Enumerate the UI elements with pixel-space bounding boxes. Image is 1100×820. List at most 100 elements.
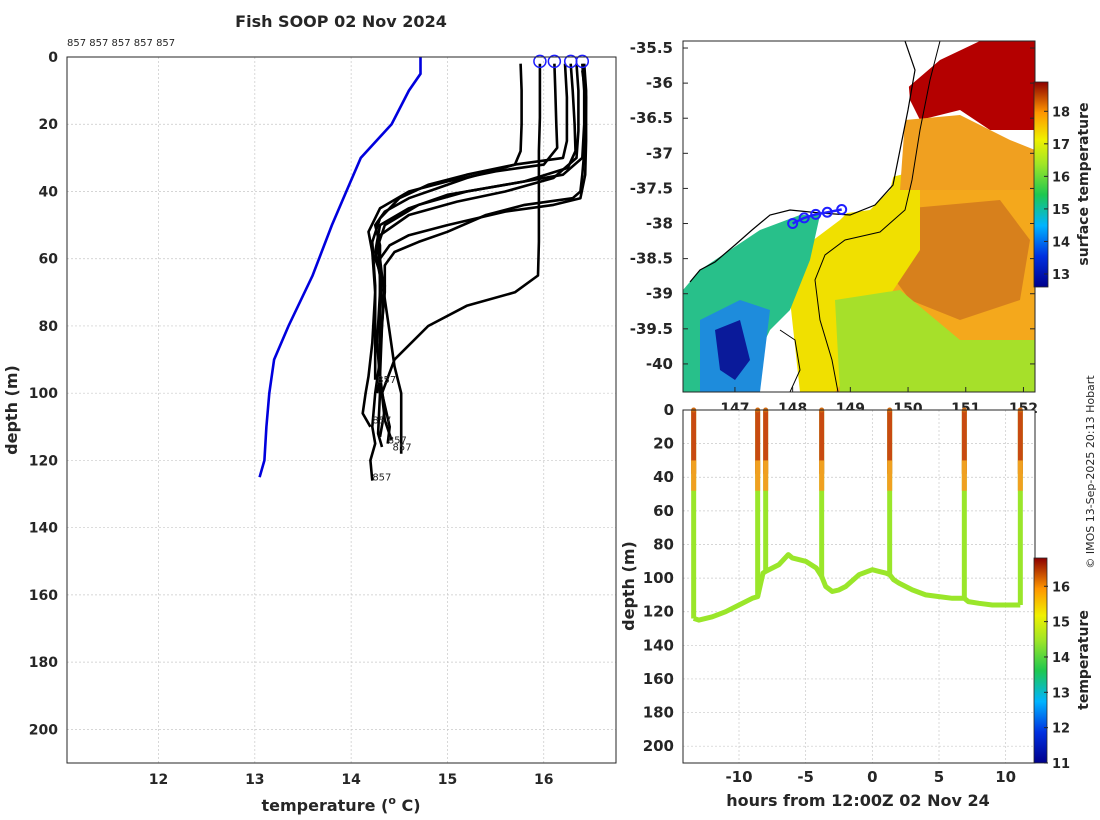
timeseries-panel: -10 -5 0 5 10 0 20 40 60 80 100 120 140 160 180 200 ho… xyxy=(619,401,1092,810)
surface-marker xyxy=(575,54,590,69)
profile-x-tick-label: 16 xyxy=(534,772,553,788)
timeseries-gridlines xyxy=(683,409,1035,763)
profile-y-tick-label: 0 xyxy=(48,50,58,66)
timeseries-colorbar-tick-label: 16 xyxy=(1052,580,1070,595)
profile-line-cast-3 xyxy=(361,63,559,428)
profile-gridlines xyxy=(67,56,616,763)
map-colorbar-ticks: 13 14 15 16 17 18 xyxy=(1044,105,1070,283)
timeseries-y-tick-label: 100 xyxy=(643,569,674,587)
timeseries-y-tick-label: 40 xyxy=(653,468,674,486)
profile-x-tick-label: 13 xyxy=(245,772,264,788)
timeseries-y-tick-label: 20 xyxy=(653,435,674,453)
ship-track-point xyxy=(810,208,822,220)
timeseries-bottom-trace xyxy=(692,552,1021,623)
timeseries-x-label: hours from 12:00Z 02 Nov 24 xyxy=(726,791,989,810)
timeseries-colorbar-label: temperature xyxy=(1076,610,1092,710)
map-lat-tick-label: -38.5 xyxy=(630,250,673,268)
map-lat-tick-label: -35.5 xyxy=(630,39,673,57)
profile-line-cast-2 xyxy=(380,63,542,444)
map-colorbar-tick-label: 14 xyxy=(1052,235,1070,250)
sst-orange-north xyxy=(900,115,1035,190)
timeseries-y-tick-label: 120 xyxy=(643,603,674,621)
profile-x-tick-label: 12 xyxy=(149,772,168,788)
cast-end-label: 857 xyxy=(393,442,412,453)
map-lat-ticks: -35.5 -36 -36.5 -37 -37.5 -38 -38.5 -39 -39.5 -40 xyxy=(630,39,1035,373)
timeseries-y-tick-label: 180 xyxy=(643,704,674,722)
map-lat-tick-label: -36.5 xyxy=(630,109,673,127)
ship-track-point xyxy=(821,206,833,218)
timeseries-y-tick-label: 80 xyxy=(653,535,674,553)
profile-y-tick-label: 200 xyxy=(29,722,58,738)
cast-end-label: 857 xyxy=(372,415,391,426)
map-panel: -35.5 -36 -36.5 -37 -37.5 -38 -38.5 -39 -39.5 -40… xyxy=(630,39,1092,417)
profile-x-ticks: 12 13 14 15 16 xyxy=(149,772,554,788)
profile-line-cast-7 xyxy=(378,70,588,441)
timeseries-colorbar-tick-label: 13 xyxy=(1052,686,1070,701)
profile-y-tick-label: 20 xyxy=(39,117,59,133)
profile-y-tick-label: 40 xyxy=(39,184,59,200)
profile-line-climatology xyxy=(258,57,422,478)
profile-x-tick-label: 14 xyxy=(341,772,361,788)
profile-line-cast-9 xyxy=(371,63,569,380)
cast-end-label: 857 xyxy=(388,436,407,447)
profile-y-tick-label: 60 xyxy=(39,252,59,268)
timeseries-x-tick-label: 10 xyxy=(995,768,1016,786)
map-lat-tick-label: -36 xyxy=(646,74,673,92)
imos-credit: © IMOS 13-Sep-2025 20:13 Hobart xyxy=(1084,375,1097,569)
timeseries-x-tick-label: -10 xyxy=(725,768,752,786)
profile-line-cast-1 xyxy=(373,63,523,394)
profile-x-label: temperature (o C) xyxy=(261,794,420,815)
profile-y-tick-label: 180 xyxy=(29,655,58,671)
timeseries-colorbar-tick-label: 12 xyxy=(1052,722,1070,737)
map-colorbar-tick-label: 16 xyxy=(1052,170,1070,185)
timeseries-y-tick-label: 0 xyxy=(664,401,674,419)
ship-track xyxy=(787,203,848,230)
map-colorbar-label: surface temperature xyxy=(1076,102,1092,265)
map-lat-tick-label: -37.5 xyxy=(630,179,673,197)
timeseries-colorbar xyxy=(1033,557,1048,764)
map-colorbar-tick-label: 18 xyxy=(1052,105,1070,120)
timeseries-x-tick-label: 0 xyxy=(867,768,877,786)
timeseries-y-ticks: 0 20 40 60 80 100 120 140 160 180 200 xyxy=(643,401,674,755)
surface-marker xyxy=(547,54,562,69)
timeseries-y-tick-label: 140 xyxy=(643,636,674,654)
timeseries-y-tick-label: 60 xyxy=(653,502,674,520)
profile-y-tick-label: 120 xyxy=(29,453,58,469)
timeseries-colorbar-tick-label: 14 xyxy=(1052,651,1070,666)
map-lat-tick-label: -39 xyxy=(646,285,673,303)
timeseries-y-label: depth (m) xyxy=(619,541,638,631)
surface-marker xyxy=(533,54,547,69)
surface-markers xyxy=(533,54,590,69)
timeseries-colorbar-tick-label: 11 xyxy=(1052,757,1070,772)
map-colorbar-tick-label: 17 xyxy=(1052,138,1070,153)
timeseries-x-tick-label: 5 xyxy=(934,768,944,786)
profile-y-tick-label: 140 xyxy=(29,521,58,537)
profile-y-tick-label: 100 xyxy=(29,386,58,402)
timeseries-y-tick-label: 160 xyxy=(643,670,674,688)
land-mainland xyxy=(683,41,910,280)
shelf-contour xyxy=(814,41,941,392)
profile-x-tick-label: 15 xyxy=(438,772,457,788)
ship-track-point xyxy=(836,203,848,215)
map-lat-tick-label: -38 xyxy=(646,215,673,233)
timeseries-points xyxy=(691,407,1023,623)
map-lat-tick-label: -40 xyxy=(646,355,673,373)
map-colorbar-tick-label: 15 xyxy=(1052,203,1070,218)
sst-coldest-patch xyxy=(715,320,750,380)
profile-y-tick-label: 80 xyxy=(39,319,59,335)
sst-green-shelf xyxy=(835,290,1035,392)
profile-y-tick-label: 160 xyxy=(29,588,58,604)
map-lat-tick-label: -39.5 xyxy=(630,320,673,338)
chart-title: Fish SOOP 02 Nov 2024 xyxy=(235,12,447,31)
ship-track-point xyxy=(798,212,810,224)
timeseries-y-tick-label: 200 xyxy=(643,737,674,755)
island-coast xyxy=(779,329,801,392)
sst-red-core xyxy=(905,41,1035,130)
ship-track-point xyxy=(787,218,799,230)
timeseries-x-tick-label: -5 xyxy=(797,768,814,786)
timeseries-colorbar-tick-label: 15 xyxy=(1052,616,1070,631)
top-cast-labels: 857 857 857 857 857 xyxy=(67,38,175,49)
timeseries-colorbar-ticks: 11 12 13 14 15 16 xyxy=(1044,580,1070,772)
